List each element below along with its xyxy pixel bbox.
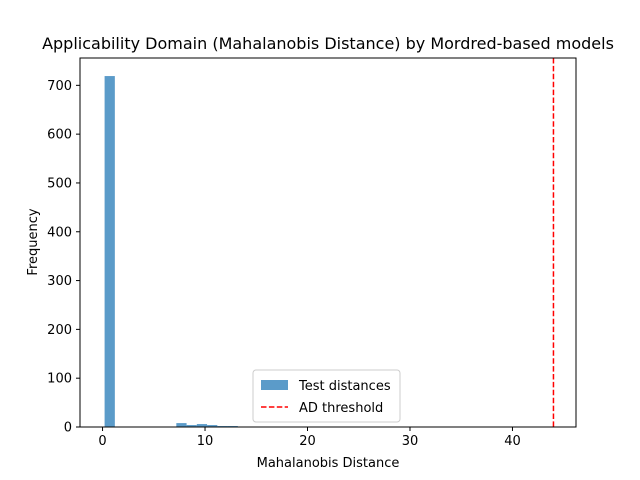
y-axis-label: Frequency: [26, 208, 41, 275]
x-axis-ticks: 0 10 20 30 40: [98, 427, 521, 449]
y-tick-label-500: 500: [47, 176, 72, 191]
legend-box: [252, 369, 401, 423]
x-tick-label-40: 40: [504, 434, 521, 449]
histogram-bar-1: [176, 423, 187, 427]
histogram-bar-2: [186, 425, 197, 427]
y-axis-ticks: 0 100 200 300 400 500 600 700: [47, 79, 80, 436]
y-tick-label-200: 200: [47, 323, 72, 338]
chart-title: Applicability Domain (Mahalanobis Distan…: [42, 34, 614, 53]
legend-label-ad-threshold: AD threshold: [299, 401, 383, 416]
y-tick-label-700: 700: [47, 79, 72, 94]
y-tick-label-0: 0: [64, 421, 72, 436]
histogram-bar-3: [196, 424, 208, 427]
x-tick-label-30: 30: [402, 434, 419, 449]
legend: Test distances AD threshold: [252, 369, 401, 423]
y-tick-label-400: 400: [47, 225, 72, 240]
y-tick-label-100: 100: [47, 372, 72, 387]
x-tick-label-0: 0: [98, 434, 106, 449]
x-axis-label: Mahalanobis Distance: [257, 456, 400, 471]
x-tick-label-20: 20: [299, 434, 316, 449]
y-tick-label-600: 600: [47, 128, 72, 143]
histogram-bar-4: [207, 425, 218, 427]
legend-swatch-test-distances: [261, 380, 288, 390]
histogram-bar-0: [104, 76, 115, 428]
plot-frame: [79, 57, 577, 428]
x-tick-label-10: 10: [197, 434, 214, 449]
legend-label-test-distances: Test distances: [298, 379, 391, 394]
y-tick-label-300: 300: [47, 274, 72, 289]
